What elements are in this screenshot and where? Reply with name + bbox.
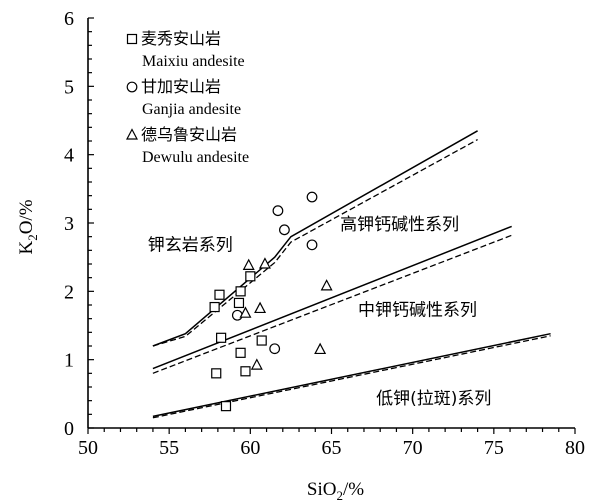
legend-entry-en: Maixiu andesite (142, 53, 245, 70)
series-boundaries (152, 130, 551, 419)
legend-entry-cn: 德乌鲁安山岩 (141, 125, 237, 144)
circle-data-point (279, 224, 290, 236)
circle-data-point (272, 205, 284, 217)
y-tick-label: 3 (64, 213, 74, 235)
data-points (209, 191, 333, 412)
legend-triangle-icon (126, 128, 138, 140)
square-data-point (235, 347, 246, 358)
square-data-point (214, 289, 225, 300)
region-label: 钾玄岩系列 (148, 235, 233, 255)
square-data-point (216, 332, 227, 343)
boundary-line-solid (152, 225, 512, 370)
triangle-data-point (258, 257, 271, 269)
boundary-line-dashed (152, 234, 512, 374)
legend-entry-cn: 麦秀安山岩 (141, 29, 221, 48)
y-tick-label: 4 (64, 145, 74, 167)
region-label: 中钾钙碱性系列 (358, 300, 477, 320)
boundary-line-solid (152, 332, 551, 418)
square-data-point (211, 368, 222, 379)
y-tick-label: 2 (64, 281, 74, 303)
boundary-line-dashed (152, 335, 551, 419)
legend-entry-cn: 甘加安山岩 (141, 77, 221, 96)
ticks: 50 55 60 65 70 75 80 0 1 2 3 4 5 6 (64, 8, 585, 459)
triangle-data-point (250, 358, 263, 370)
legend-circle-icon (126, 81, 138, 93)
x-tick-label: 50 (78, 437, 98, 459)
x-tick-label: 55 (159, 437, 179, 459)
legend-square-icon (126, 33, 138, 45)
x-axis-label: SiO2/% (307, 479, 364, 503)
square-data-point (235, 286, 246, 297)
triangle-data-point (242, 258, 255, 270)
x-tick-label: 60 (240, 437, 260, 459)
triangle-data-point (254, 301, 267, 314)
y-tick-label: 0 (64, 418, 74, 440)
circle-data-point (231, 309, 243, 321)
y-tick-label: 6 (64, 8, 74, 30)
square-data-point (209, 301, 220, 313)
boundary-line-solid (152, 130, 478, 347)
x-tick-label: 65 (322, 437, 342, 459)
triangle-data-point (239, 306, 252, 318)
x-tick-label: 75 (484, 437, 504, 459)
square-data-point (256, 335, 267, 346)
square-data-point (233, 297, 245, 309)
region-label: 低钾(拉斑)系列 (376, 389, 491, 409)
circle-data-point (306, 191, 318, 203)
y-axis-label: K2O/% (16, 199, 40, 254)
legend: 麦秀安山岩 Maixiu andesite 甘加安山岩 Ganjia andesite… (126, 29, 249, 166)
legend-entry-en: Dewulu andesite (142, 149, 249, 166)
triangle-data-point (320, 279, 333, 291)
x-tick-label: 70 (403, 437, 423, 459)
x-tick-label: 80 (565, 437, 585, 459)
region-label: 高钾钙碱性系列 (340, 215, 459, 235)
boundary-line-dashed (152, 139, 478, 347)
legend-entry-en: Ganjia andesite (142, 101, 241, 118)
square-data-point (220, 401, 232, 412)
triangle-data-point (314, 342, 327, 355)
square-data-point (245, 271, 256, 282)
circle-data-point (269, 343, 281, 355)
y-tick-label: 1 (64, 350, 74, 372)
y-tick-label: 5 (64, 76, 74, 98)
square-data-point (240, 366, 251, 377)
circle-data-point (306, 239, 318, 251)
